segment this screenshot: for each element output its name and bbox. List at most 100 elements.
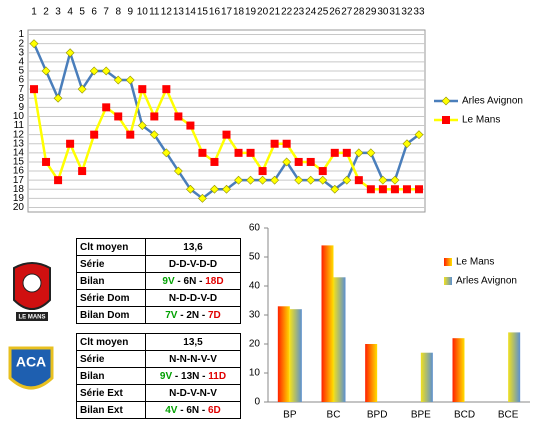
- x-tick-label: 30: [377, 7, 389, 18]
- row-value: 13,6: [145, 238, 241, 256]
- x-tick-label: 14: [185, 7, 197, 18]
- y-tick-label: 4: [18, 56, 24, 67]
- marker: [402, 185, 411, 194]
- logo-text: ACA: [16, 354, 46, 370]
- table-row: Série Ext N-D-V-N-V: [76, 384, 241, 402]
- marker: [294, 157, 303, 166]
- y-tick-label: 12: [13, 129, 25, 140]
- marker: [390, 175, 400, 185]
- marker: [137, 121, 147, 130]
- marker: [198, 148, 207, 157]
- marker: [77, 84, 87, 94]
- marker: [282, 157, 292, 167]
- y-tick-label: 6: [18, 75, 24, 86]
- marker: [306, 157, 315, 166]
- x-tick-label: 8: [115, 7, 121, 18]
- legend-swatch: [444, 277, 452, 285]
- marker: [330, 148, 339, 157]
- bar: [365, 344, 378, 402]
- result-part: - 6N -: [177, 404, 208, 416]
- result-part: - 13N -: [172, 370, 209, 382]
- marker: [125, 75, 135, 85]
- marker: [378, 175, 388, 185]
- series-line: [32, 85, 419, 191]
- marker: [234, 175, 243, 185]
- marker: [65, 48, 75, 58]
- marker: [210, 184, 219, 194]
- y-tick-label: 9: [18, 102, 24, 113]
- y-tick-label: 14: [13, 147, 25, 158]
- result-part: 7D: [208, 309, 221, 321]
- legend-label: Le Mans: [462, 115, 500, 126]
- marker: [42, 157, 51, 166]
- x-tick-label: 20: [257, 7, 269, 18]
- marker: [222, 130, 231, 139]
- marker: [185, 184, 195, 194]
- x-tick-label: 25: [317, 7, 329, 18]
- marker: [222, 184, 231, 194]
- series-line: [32, 43, 420, 200]
- table-row: Série D-D-V-D-D: [76, 255, 241, 273]
- y-tick-label: 16: [13, 166, 25, 177]
- marker: [126, 130, 135, 139]
- table-row: Bilan Dom 7V - 2N - 7D: [76, 306, 241, 324]
- row-value: N-D-D-V-D: [145, 289, 241, 307]
- logo-ball: [22, 273, 42, 293]
- bar: [289, 309, 302, 402]
- bar: [452, 338, 465, 402]
- table-row: Série Dom N-D-D-V-D: [76, 289, 241, 307]
- marker: [414, 130, 424, 140]
- x-tick-label: 21: [269, 7, 281, 18]
- marker: [342, 175, 352, 185]
- x-tick-label: 5: [79, 7, 85, 18]
- x-tick-label: 15: [197, 7, 209, 18]
- marker: [89, 66, 99, 76]
- marker: [318, 175, 328, 185]
- marker: [173, 166, 183, 176]
- row-label: Clt moyen: [76, 333, 146, 351]
- result-part: 18D: [205, 275, 224, 287]
- x-tick-label: 17: [221, 7, 233, 18]
- x-tick-label: 16: [209, 7, 221, 18]
- marker: [270, 139, 279, 148]
- marker: [246, 175, 255, 185]
- stats-table: Clt moyen 13,6 Série D-D-V-D-D Bilan 9V - 6N …: [76, 238, 241, 324]
- x-tick-label: 31: [389, 7, 401, 18]
- row-value: N-D-V-N-V: [145, 384, 241, 402]
- y-tick-label: 7: [18, 84, 24, 95]
- x-tick-label: BC: [327, 410, 341, 421]
- marker: [270, 175, 280, 185]
- x-tick-label: 1: [31, 7, 37, 18]
- marker: [246, 148, 255, 157]
- logo-text: LE MANS: [19, 315, 46, 321]
- row-label: Bilan Ext: [76, 401, 146, 419]
- row-value: 13,5: [145, 333, 241, 351]
- result-part: 11D: [208, 370, 227, 382]
- x-tick-label: 26: [329, 7, 341, 18]
- result-part: - 2N -: [177, 309, 208, 321]
- x-tick-label: 29: [365, 7, 377, 18]
- x-tick-label: 3: [55, 7, 61, 18]
- x-tick-label: 33: [413, 7, 425, 18]
- marker: [161, 148, 171, 158]
- marker: [210, 157, 219, 166]
- y-tick-label: 50: [249, 252, 261, 263]
- x-tick-label: 11: [149, 7, 160, 18]
- x-tick-label: 32: [401, 7, 413, 18]
- marker: [29, 39, 39, 49]
- y-tick-label: 3: [18, 47, 24, 58]
- table-row: Bilan 9V - 6N - 18D: [76, 272, 241, 290]
- row-label: Série: [76, 350, 146, 368]
- marker: [66, 139, 75, 148]
- x-tick-label: 13: [173, 7, 185, 18]
- y-tick-label: 20: [249, 339, 261, 350]
- x-tick-label: 18: [233, 7, 245, 18]
- bar: [277, 306, 290, 402]
- legend-marker: [442, 116, 450, 124]
- marker: [90, 130, 99, 139]
- row-label: Bilan Dom: [76, 306, 146, 324]
- x-tick-label: 27: [341, 7, 353, 18]
- marker: [41, 66, 51, 76]
- legend-label: Arles Avignon: [462, 96, 523, 107]
- x-tick-label: 4: [67, 7, 73, 18]
